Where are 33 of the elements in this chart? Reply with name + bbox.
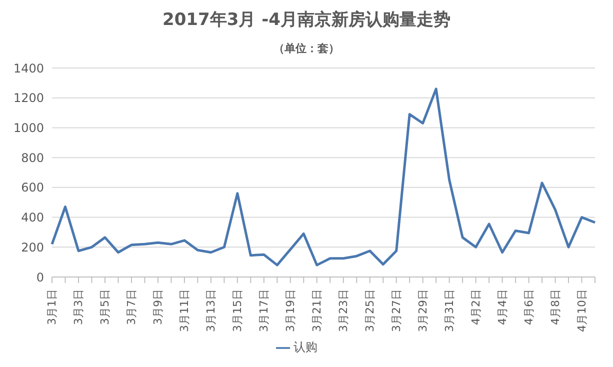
x-tick-label: 3月5日 [98,289,112,325]
y-tick-label: 1200 [13,91,44,106]
x-tick-label: 4月8日 [548,289,562,325]
x-tick-label: 3月15日 [230,289,244,332]
x-tick-label: 3月29日 [416,289,430,332]
x-tick-label: 3月9日 [151,289,164,325]
x-tick-label: 3月27日 [390,289,403,332]
x-tick-label: 3月7日 [124,289,138,325]
x-tick-label: 3月25日 [363,289,376,332]
y-tick-label: 200 [21,240,44,254]
chart-subtitle: （单位：套） [272,41,340,56]
y-tick-label: 800 [21,150,44,165]
x-tick-label: 4月4日 [496,289,509,325]
x-tick-label: 4月10日 [575,289,588,332]
x-tick-label: 4月6日 [522,289,536,325]
x-tick-label: 3月3日 [72,289,85,325]
y-tick-label: 1000 [13,120,44,135]
x-tick-label: 3月17日 [257,289,270,332]
y-tick-label: 0 [36,270,44,284]
chart-title: 2017年3月 -4月南京新房认购量走势 [162,9,452,31]
x-tick-label: 4月2日 [469,289,482,325]
x-tick-label: 3月1日 [46,289,58,325]
y-tick-label: 600 [21,180,44,195]
legend-label: 认购 [294,340,318,354]
y-tick-label: 1400 [13,61,44,76]
x-tick-label: 3月11日 [178,289,191,332]
x-tick-label: 3月23日 [336,289,350,332]
x-tick-label: 3月21日 [310,289,324,332]
x-tick-label: 3月13日 [204,289,218,332]
x-tick-label: 3月31日 [442,289,456,332]
x-tick-label: 3月19日 [284,289,297,332]
y-tick-label: 400 [21,210,44,225]
line-series [50,88,596,266]
